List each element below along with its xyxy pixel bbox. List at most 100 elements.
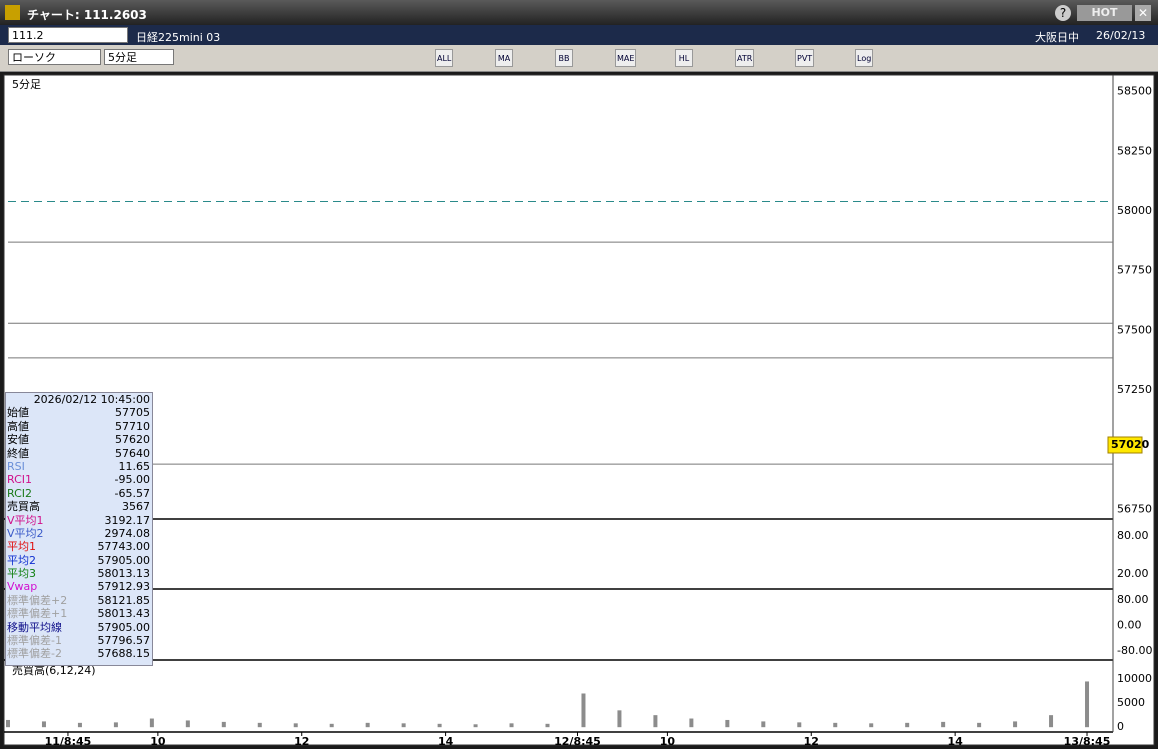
y-tick-label: 20.00 xyxy=(1117,567,1149,580)
info-value: 57688.15 xyxy=(97,647,151,661)
volume-bar xyxy=(869,723,874,728)
chart: 5分足 58500 58250 58000 57750 57500 57250 56750 57… xyxy=(3,74,1155,748)
toolbar-button[interactable]: ATR xyxy=(735,49,755,67)
volume-bar xyxy=(509,723,514,728)
info-value: -95.00 xyxy=(114,473,150,487)
info-row: 終値 57640 xyxy=(6,447,152,460)
x-tick-label: 11/8:45 xyxy=(45,735,92,748)
symbol-bar: 111.2 日経225mini 03 大阪日中 26/02/13 xyxy=(0,25,1158,45)
y-tick-label: 58500 xyxy=(1117,85,1152,98)
y-tick-label: -80.00 xyxy=(1117,644,1152,657)
info-label: Vwap xyxy=(7,580,38,594)
toolbar-button[interactable]: BB xyxy=(555,49,573,67)
volume-bar xyxy=(1049,715,1054,728)
close-button[interactable]: ✕ xyxy=(1135,5,1151,21)
info-value: 3567 xyxy=(122,500,150,514)
volume-bar xyxy=(473,724,478,728)
volume-bar xyxy=(329,723,334,728)
info-row: 高値 57710 xyxy=(6,420,152,433)
symbol-name: 日経225mini 03 xyxy=(136,31,221,44)
toolbar-button[interactable]: ALL xyxy=(435,49,454,67)
app-icon xyxy=(5,5,20,20)
info-row: 標準偏差+1 58013.43 xyxy=(6,607,152,620)
toolbar-button[interactable]: HL xyxy=(675,49,693,67)
info-value: 58121.85 xyxy=(97,593,151,607)
volume-bar xyxy=(6,719,10,728)
info-value: 57620 xyxy=(115,433,150,447)
date: 26/02/13 xyxy=(1096,29,1146,42)
session: 大阪日中 xyxy=(1035,31,1079,44)
info-label: 標準偏差+1 xyxy=(7,607,68,621)
symbol-combo[interactable]: 111.2 xyxy=(8,27,128,43)
volume-bar xyxy=(257,722,262,728)
volume-bar xyxy=(401,723,406,728)
volume-bar xyxy=(293,723,298,728)
volume-bar xyxy=(617,710,622,728)
volume-bar xyxy=(833,722,838,728)
volume-bar xyxy=(761,721,766,728)
x-tick-label: 12/8:45 xyxy=(554,735,601,748)
y-tick-label: 57250 xyxy=(1117,383,1152,396)
y-tick-label: 58250 xyxy=(1117,144,1152,157)
y-tick-label: 80.00 xyxy=(1117,529,1149,542)
toolbar-button[interactable]: MA xyxy=(495,49,513,67)
x-tick-label: 10 xyxy=(660,735,676,748)
info-label: 平均1 xyxy=(7,540,36,554)
volume-bar xyxy=(905,722,910,728)
info-row: 移動平均線 57905.00 xyxy=(6,621,152,634)
info-label: 終値 xyxy=(7,446,29,460)
info-label: RCI2 xyxy=(7,486,33,500)
volume-bar xyxy=(941,721,946,728)
y-tick-label: 0 xyxy=(1117,720,1124,733)
volume-bar xyxy=(581,693,586,728)
info-value: 57705 xyxy=(115,406,150,420)
info-label: 平均2 xyxy=(7,553,36,567)
hot-button[interactable]: HOT xyxy=(1077,5,1132,21)
toolbar-button[interactable]: PVT xyxy=(795,49,815,67)
x-tick-label: 10 xyxy=(150,735,166,748)
info-value: 57710 xyxy=(115,419,150,433)
info-row: 売買高 3567 xyxy=(6,500,152,513)
info-label: 売買高 xyxy=(7,500,40,514)
info-label: 標準偏差-1 xyxy=(7,634,62,648)
info-row: 標準偏差+2 58121.85 xyxy=(6,594,152,607)
info-row: V平均2 2974.08 xyxy=(6,527,152,540)
info-value: 58013.43 xyxy=(97,607,151,621)
info-label: 始値 xyxy=(7,406,29,420)
info-value: 3192.17 xyxy=(104,513,151,527)
info-row: 標準偏差-2 57688.15 xyxy=(6,647,152,660)
panel-title: 5分足 xyxy=(12,78,41,91)
help-button[interactable]: ? xyxy=(1055,5,1071,21)
toolbar-button[interactable]: MAE xyxy=(615,49,637,67)
info-value: 57796.57 xyxy=(97,634,151,648)
x-tick-label: 12 xyxy=(804,735,819,748)
info-row: 始値 57705 xyxy=(6,406,152,419)
y-tick-label: 80.00 xyxy=(1117,593,1149,606)
panel-title: 売買高(6,12,24) xyxy=(12,663,96,677)
volume-bar xyxy=(437,723,442,728)
x-tick-label: 12 xyxy=(294,735,309,748)
info-label: 標準偏差+2 xyxy=(7,593,68,607)
info-value: 2974.08 xyxy=(104,526,151,540)
info-row: 安値 57620 xyxy=(6,433,152,446)
volume-bar xyxy=(185,720,190,728)
info-label: V平均2 xyxy=(7,526,44,540)
y-tick-label: 58000 xyxy=(1117,204,1152,217)
info-row: RCI2 -65.57 xyxy=(6,487,152,500)
y-tick-label: 57750 xyxy=(1117,264,1152,277)
volume-bar xyxy=(725,719,730,728)
volume-bar xyxy=(1013,721,1018,728)
style-combo[interactable]: ローソク xyxy=(8,49,101,65)
y-tick-label: 0.00 xyxy=(1117,618,1142,631)
toolbar-button[interactable]: Log xyxy=(855,49,874,67)
info-value: 57743.00 xyxy=(97,540,151,554)
x-tick-label: 14 xyxy=(947,735,963,748)
last-price-box xyxy=(1107,436,1143,454)
info-value: 58013.13 xyxy=(97,567,151,581)
interval-combo[interactable]: 5分足 xyxy=(104,49,174,65)
info-row: 平均2 57905.00 xyxy=(6,554,152,567)
info-time: 2026/02/12 10:45:00 xyxy=(33,393,150,406)
x-tick-label: 14 xyxy=(438,735,454,748)
volume-bar xyxy=(221,721,226,728)
